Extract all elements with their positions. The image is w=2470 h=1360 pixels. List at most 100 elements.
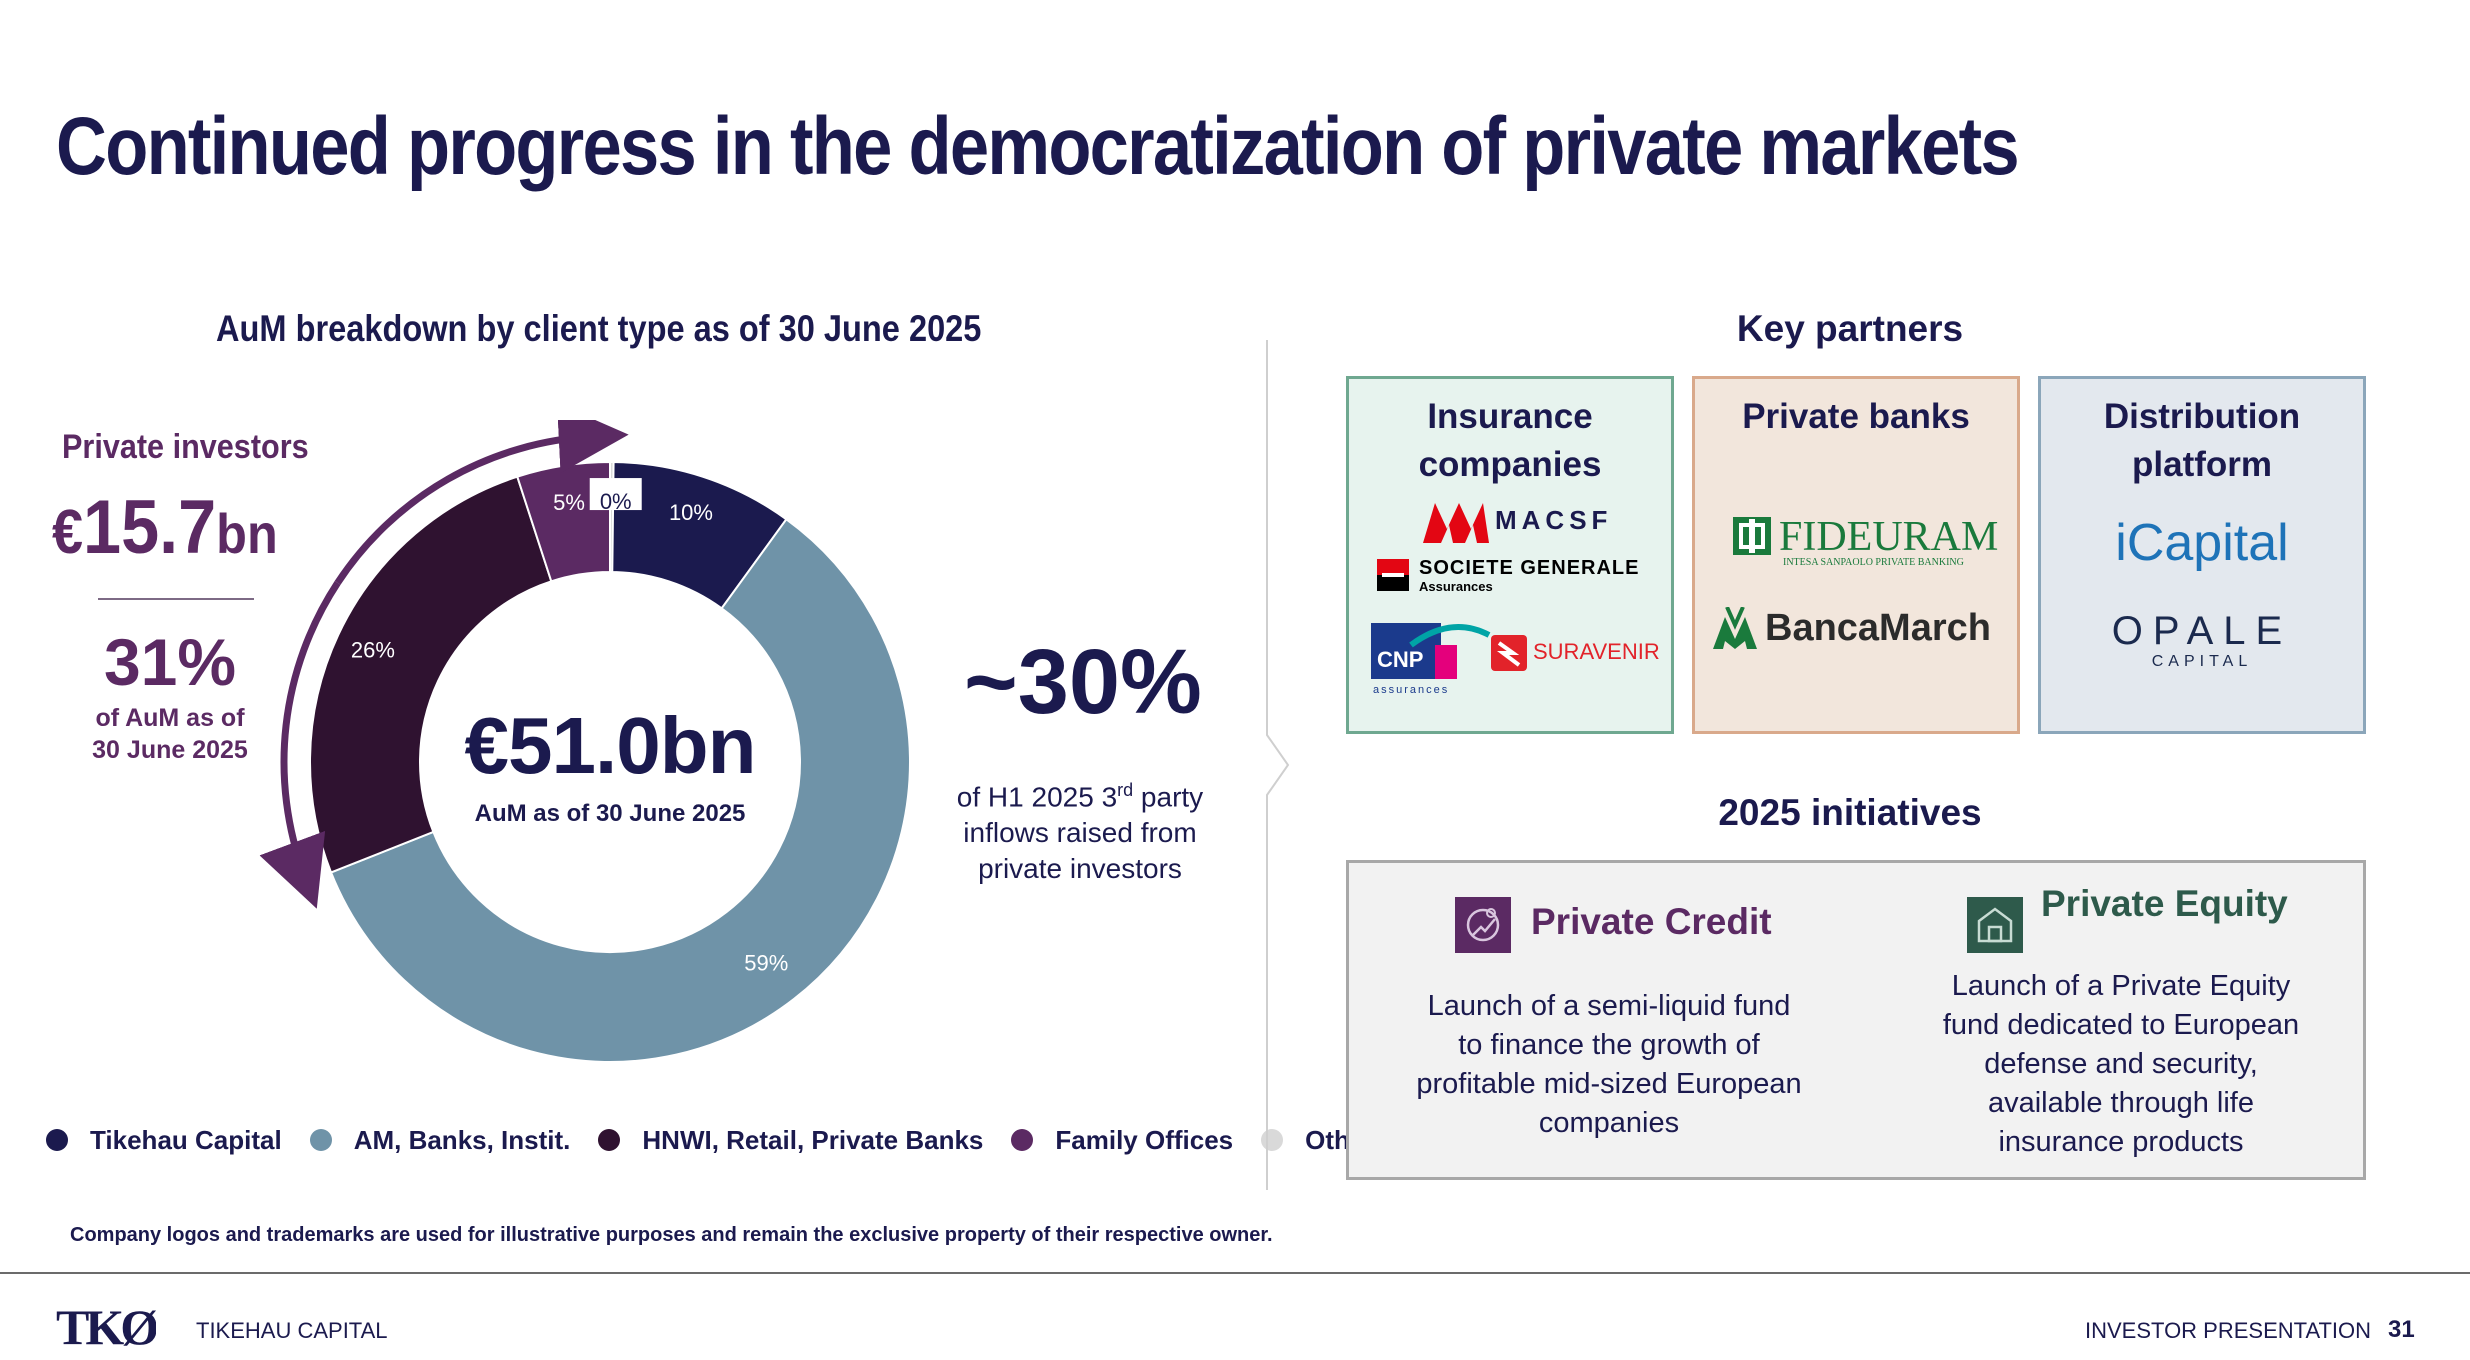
legend-label: Tikehau Capital <box>90 1124 282 1155</box>
macsf-logo-text: MACSF <box>1495 505 1613 535</box>
initiative-line: insurance products <box>1998 1126 2244 1158</box>
partner-box-title: Distribution platform <box>2041 393 2363 489</box>
cnp-logo-text: CNP <box>1377 647 1423 672</box>
donut-labels: 10% 59% 26% 5% 0% <box>351 478 788 975</box>
initiative-line: fund dedicated to European <box>1942 1009 2300 1041</box>
inflow-line: private investors <box>978 853 1182 885</box>
amount-unit: bn <box>216 502 278 565</box>
fideuram-logo-text: FIDEURAM <box>1779 514 1999 560</box>
opale-logo-subtext: CAPITAL <box>2151 653 2253 670</box>
share-note-line: 30 June 2025 <box>92 736 248 764</box>
chart-legend: Tikehau Capital AM, Banks, Instit. HNWI,… <box>46 1122 1402 1158</box>
fideuram-logo-subtext: INTESA SANPAOLO PRIVATE BANKING <box>1783 557 1964 568</box>
legend-item: AM, Banks, Instit. <box>309 1124 571 1156</box>
share-note-line: of AuM as of <box>95 704 245 732</box>
legend-label: AM, Banks, Instit. <box>353 1124 571 1155</box>
donut-label-bg <box>589 478 642 511</box>
partner-box-distribution: Distribution platform iCapital OPALE CAPI… <box>2038 376 2366 734</box>
donut-center-value: €51.0bn <box>464 701 757 790</box>
private-investors-arc-arrow <box>334 420 629 585</box>
macsf-logo-icon <box>1423 503 1489 543</box>
opale-logo-text: OPALE <box>2111 609 2293 653</box>
private-equity-text: Launch of a Private Equity fund dedicate… <box>1901 967 2341 1162</box>
donut-label-tikehau: 10% <box>669 500 713 525</box>
inflow-stat: ~30% <box>964 631 1202 733</box>
legend-swatch <box>1011 1129 1034 1151</box>
inflow-stat-text: of H1 2025 3rd party inflows raised from… <box>930 772 1230 887</box>
legend-item: HNWI, Retail, Private Banks <box>598 1125 983 1156</box>
page-number: 31 <box>2388 1316 2415 1343</box>
initiatives-title: 2025 initiatives <box>1718 792 1982 833</box>
partner-box-title-line: Insurance <box>1427 397 1593 436</box>
private-investors-divider <box>98 598 254 600</box>
donut-label-other: 0% <box>600 489 632 514</box>
section-divider <box>1266 340 1290 1190</box>
bancamarch-logo-text: BancaMarch <box>1765 607 1991 649</box>
partner-box-insurance: Insurance companies MACSF SOCIETE GENERAL… <box>1346 376 1674 734</box>
footer-company-name: TIKEHAU CAPITAL <box>196 1318 388 1343</box>
key-partners-title: Key partners <box>1736 308 1964 349</box>
donut-slices <box>309 460 911 1063</box>
donut-label-hnwi: 26% <box>351 637 395 662</box>
donut-label-family-offices: 5% <box>553 490 585 515</box>
societe-generale-logo-subtext: Assurances <box>1419 579 1493 594</box>
societe-generale-logo-text: SOCIETE GENERALE <box>1419 557 1640 579</box>
amount-value: 15.7 <box>83 485 217 570</box>
tikehau-logo: TKØ <box>56 1302 156 1348</box>
currency-symbol: € <box>52 498 84 567</box>
initiative-line: Launch of a Private Equity <box>1951 970 2291 1002</box>
cnp-logo-icon: CNP assurances <box>1371 623 1491 695</box>
fideuram-logo-icon <box>1733 517 1771 555</box>
donut-slice-hnwi <box>309 475 553 874</box>
private-credit-icon <box>1455 897 1511 953</box>
private-equity-heading: Private Equity <box>2041 883 2288 924</box>
initiative-line: Launch of a semi-liquid fund <box>1427 990 1791 1022</box>
initiative-line: to finance the growth of <box>1458 1029 1760 1061</box>
icapital-logo-text: iCapital <box>2115 514 2289 572</box>
page-title: Continued progress in the democratizatio… <box>56 101 2020 192</box>
initiative-line: companies <box>1538 1107 1680 1139</box>
private-investors-arc-arrow-start <box>259 580 341 909</box>
donut-label-am-banks: 59% <box>744 950 788 975</box>
partner-box-title-line: companies <box>1418 445 1602 484</box>
private-credit-heading: Private Credit <box>1531 901 1772 942</box>
legend-swatch <box>309 1129 332 1151</box>
initiative-line: defense and security, <box>1984 1048 2258 1080</box>
partner-box-title: Insurance companies <box>1349 393 1671 489</box>
partner-box-private-banks: Private banks FIDEURAM INTESA SANPAOLO P… <box>1692 376 2020 734</box>
inflow-line-part: party <box>1133 781 1204 813</box>
bancamarch-logo-icon <box>1713 607 1757 649</box>
legend-swatch <box>598 1129 621 1151</box>
inflow-line: of H1 2025 3rd party <box>930 772 1230 815</box>
societe-generale-logo-icon <box>1377 559 1409 591</box>
partner-box-title: Private banks <box>1742 397 1970 436</box>
partner-box-title-line: Distribution <box>2103 397 2301 436</box>
inflow-line-sup: rd <box>1117 780 1134 800</box>
legend-item: Family Offices <box>1011 1125 1233 1156</box>
initiatives-box: Private Credit Launch of a semi-liquid f… <box>1346 860 2366 1180</box>
donut-slice-am-banks <box>329 517 911 1063</box>
suravenir-logo-icon <box>1491 635 1527 671</box>
footer-document-name: INVESTOR PRESENTATION <box>2085 1318 2372 1343</box>
partner-box-title-line: platform <box>2132 445 2272 484</box>
private-investors-amount: €15.7bn <box>52 484 278 571</box>
initiative-line: available through life <box>1987 1087 2254 1119</box>
private-credit-text: Launch of a semi-liquid fund to finance … <box>1389 987 1829 1143</box>
private-investors-share-note: of AuM as of 30 June 2025 <box>80 702 260 766</box>
cnp-logo-subtext: assurances <box>1373 684 1449 695</box>
aum-donut-chart: 10% 59% 26% 5% 0% <box>259 420 911 1063</box>
footnote: Company logos and trademarks are used fo… <box>70 1224 1273 1246</box>
tikehau-logo-text: TKØ <box>56 1302 156 1348</box>
private-equity-icon <box>1967 897 2023 953</box>
private-investors-label: Private investors <box>62 428 309 466</box>
inflow-line-part: of H1 2025 3 <box>956 781 1118 813</box>
footer-rule <box>0 1272 2470 1274</box>
legend-label: Family Offices <box>1055 1124 1234 1155</box>
legend-label: HNWI, Retail, Private Banks <box>642 1124 984 1155</box>
legend-swatch <box>46 1129 68 1151</box>
initiative-line: profitable mid-sized European <box>1416 1068 1802 1100</box>
private-investors-share: 31% <box>103 625 237 699</box>
donut-center-label: AuM as of 30 June 2025 <box>474 800 746 827</box>
suravenir-logo-text: SURAVENIR <box>1533 639 1660 664</box>
chart-title: AuM breakdown by client type as of 30 Ju… <box>216 308 982 349</box>
